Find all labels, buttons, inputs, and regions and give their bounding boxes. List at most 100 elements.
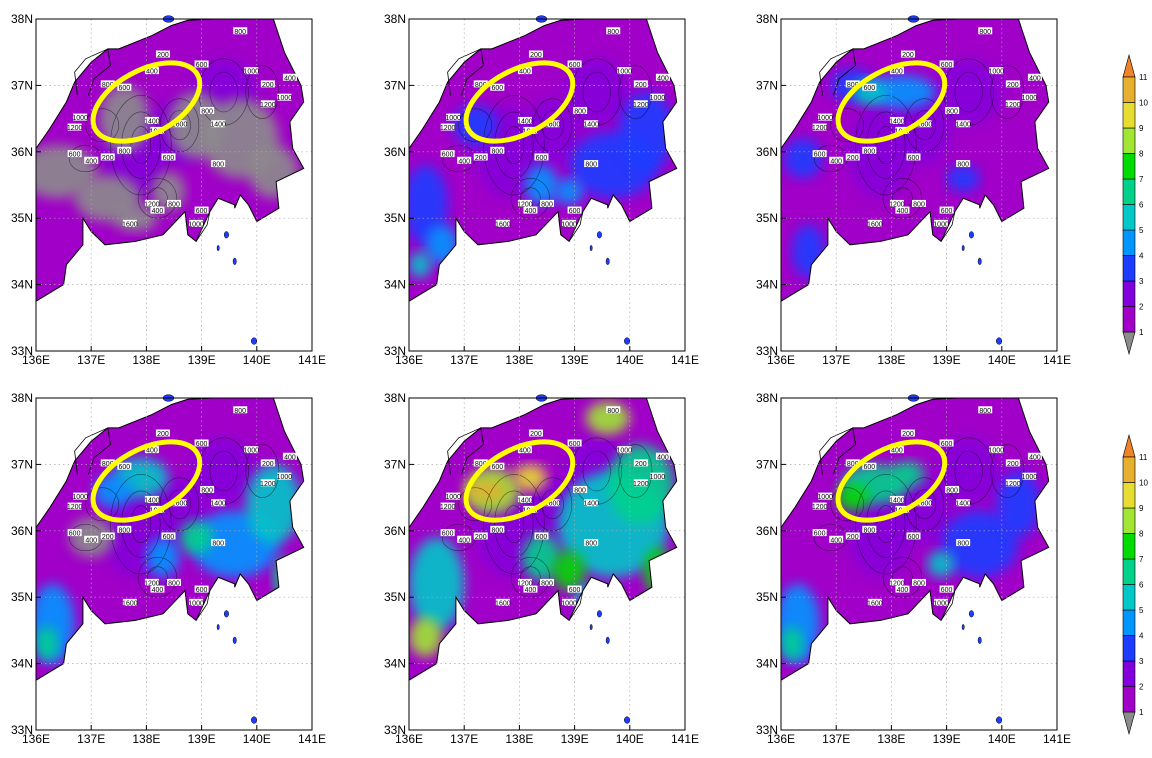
contour-line bbox=[954, 71, 983, 113]
contour-line bbox=[866, 490, 906, 558]
lat-tick-label: 38N bbox=[384, 12, 406, 26]
contour-label: 800 bbox=[847, 461, 859, 468]
contour-label-bg bbox=[260, 479, 275, 487]
contour-label: 600 bbox=[569, 208, 581, 215]
contour-label: 200 bbox=[847, 534, 859, 541]
contour-label-bg bbox=[939, 439, 954, 447]
lat-tick-label: 33N bbox=[11, 344, 33, 358]
axis-ticks: 136E 137E 138E 139E 140E 141E 38N 37N 36N 35N 34N 3… bbox=[11, 12, 326, 367]
contour-line bbox=[494, 490, 534, 558]
contour-label: 800 bbox=[475, 461, 487, 468]
highlight-ellipse bbox=[835, 439, 948, 523]
contour-label-bg bbox=[906, 532, 921, 540]
lon-tick-label: 140E bbox=[243, 732, 271, 746]
contour-label-bg bbox=[211, 160, 226, 168]
colorbar-swatch bbox=[1122, 204, 1136, 231]
contour-label: 600 bbox=[814, 531, 826, 538]
contour-label-bg bbox=[457, 535, 472, 543]
island bbox=[223, 231, 229, 239]
lat-tick-label: 34N bbox=[11, 278, 33, 292]
contour-label-bg bbox=[167, 578, 181, 586]
contour-label-bg bbox=[862, 83, 877, 91]
contour-label: 1400 bbox=[583, 501, 599, 508]
lat-tick-label: 35N bbox=[384, 590, 406, 604]
lon-tick-label: 139E bbox=[188, 732, 216, 746]
colorbar-label: 3 bbox=[1139, 657, 1144, 666]
contour-label-bg bbox=[906, 153, 921, 161]
contour-label-bg bbox=[1005, 80, 1020, 88]
lon-tick-label: 139E bbox=[561, 732, 589, 746]
contour-label-bg bbox=[567, 206, 582, 214]
coastline-izu bbox=[940, 211, 956, 242]
contour-label-bg bbox=[1027, 452, 1042, 460]
colorbar-label: 2 bbox=[1139, 683, 1144, 692]
lat-tick-label: 37N bbox=[756, 457, 778, 471]
contour-label: 1200 bbox=[517, 201, 533, 208]
contour-label: 400 bbox=[458, 158, 470, 165]
colorbar-label: 5 bbox=[1139, 606, 1144, 615]
contour-label: 1600 bbox=[495, 600, 511, 607]
contour-label-bg bbox=[633, 459, 648, 467]
contour-label-bg bbox=[144, 67, 159, 75]
contour-label: 200 bbox=[1007, 82, 1019, 89]
island bbox=[216, 624, 220, 630]
contour-label: 1200 bbox=[67, 125, 83, 132]
contour-label: 1000 bbox=[650, 95, 666, 102]
contour-label-bg bbox=[100, 153, 115, 161]
contour-label: 1200 bbox=[517, 580, 533, 587]
contour-label: 400 bbox=[657, 454, 669, 461]
coastline bbox=[408, 397, 678, 682]
contour-label: 200 bbox=[262, 82, 274, 89]
contour-label-bg bbox=[889, 446, 904, 454]
lat-tick-label: 36N bbox=[384, 524, 406, 538]
contour-label: 1200 bbox=[67, 504, 83, 511]
contour-label: 800 bbox=[491, 148, 503, 155]
contour-label: 1400 bbox=[210, 122, 226, 129]
contour-label-bg bbox=[528, 429, 543, 437]
contour-label-bg bbox=[144, 495, 159, 503]
field-blob bbox=[524, 98, 581, 166]
contour-label-bg bbox=[917, 120, 932, 128]
contour-label: 200 bbox=[530, 431, 542, 438]
field-blob bbox=[466, 481, 506, 501]
contour-label-bg bbox=[655, 452, 670, 460]
contour-label: 200 bbox=[475, 155, 487, 162]
contour-label-bg bbox=[211, 539, 226, 547]
colorbar-swatch bbox=[1122, 584, 1136, 611]
contour-line bbox=[866, 111, 906, 179]
contour-label-bg bbox=[233, 27, 248, 35]
contour-label: 200 bbox=[847, 155, 859, 162]
contour-label-bg bbox=[167, 199, 181, 207]
contour-label: 1000 bbox=[243, 448, 259, 455]
contour-label: 400 bbox=[897, 208, 909, 215]
colorbar-max-swatch bbox=[1122, 433, 1136, 458]
contour-line bbox=[904, 477, 945, 532]
colorbar-swatch bbox=[1122, 178, 1136, 205]
contour-line bbox=[121, 111, 161, 179]
contour-label-bg bbox=[939, 206, 954, 214]
contour-label-bg bbox=[829, 156, 844, 164]
coastline-noto bbox=[447, 427, 484, 475]
contour-label-bg bbox=[117, 146, 132, 154]
contour-label-bg bbox=[100, 459, 115, 467]
island bbox=[977, 636, 982, 644]
contour-label: 200 bbox=[530, 52, 542, 59]
contour-line bbox=[830, 487, 865, 522]
contour-label: 1000 bbox=[1022, 474, 1038, 481]
contour-label-bg bbox=[523, 585, 538, 593]
contour-label-bg bbox=[989, 67, 1004, 75]
field-blob bbox=[513, 464, 547, 491]
field-blob bbox=[836, 484, 870, 511]
contour-label: 1600 bbox=[917, 501, 933, 508]
contour-label-bg bbox=[155, 429, 170, 437]
contour-label: 800 bbox=[475, 82, 487, 89]
colorbar-swatch bbox=[1122, 635, 1136, 662]
contour-line bbox=[532, 477, 573, 532]
colorbar-cb1: 1 2 3 4 5 6 7 8 9 10 11 bbox=[1122, 53, 1148, 356]
contour-label-bg bbox=[889, 116, 904, 124]
contour-label: 800 bbox=[979, 29, 991, 36]
contour-label-bg bbox=[1005, 479, 1020, 487]
